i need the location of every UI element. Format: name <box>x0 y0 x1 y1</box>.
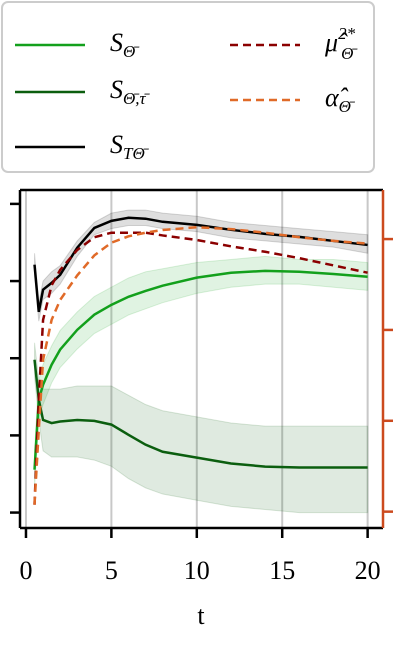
confidence-band <box>34 209 369 322</box>
x-axis-label: t <box>197 601 205 630</box>
series-line <box>33 359 368 469</box>
x-tick-label: 10 <box>184 556 210 585</box>
x-tick-label: 20 <box>355 556 381 585</box>
x-tick-label: 0 <box>19 556 32 585</box>
confidence-band <box>34 342 369 514</box>
legend-box <box>1 1 375 173</box>
confidence-band <box>34 255 369 488</box>
series-line <box>33 231 368 505</box>
x-tick-label: 15 <box>269 556 295 585</box>
x-tick-label: 5 <box>105 556 118 585</box>
series-line <box>33 226 368 505</box>
series-line <box>33 216 368 313</box>
legend-label: STΘ̄ <box>110 130 150 163</box>
series-line <box>33 269 368 470</box>
legend-label: μ̂2* Θ̄ <box>324 24 358 63</box>
plot-area <box>24 190 369 528</box>
legend-label: SΘ̄,τ̄ <box>110 75 151 108</box>
